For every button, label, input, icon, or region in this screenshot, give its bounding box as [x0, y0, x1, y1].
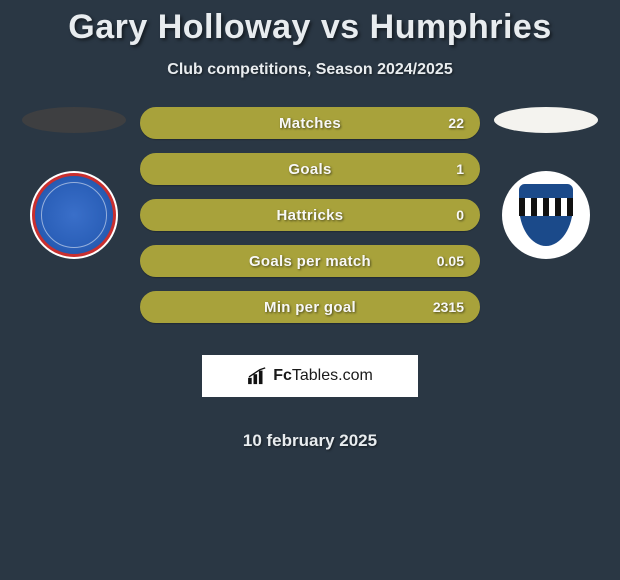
stat-value-right: 22: [448, 115, 464, 131]
bar-chart-icon: [247, 367, 269, 385]
stat-value-right: 0.05: [437, 253, 464, 269]
brand-bold: Fc: [273, 367, 292, 384]
stat-label: Hattricks: [277, 207, 344, 224]
page-title: Gary Holloway vs Humphries: [0, 8, 620, 47]
left-ellipse: [22, 107, 126, 133]
stat-row-min-per-goal: Min per goal 2315: [140, 291, 480, 323]
stat-label: Goals per match: [249, 253, 371, 270]
comparison-row: Matches 22 Goals 1 Hattricks 0 Goals per…: [0, 107, 620, 451]
stat-value-right: 2315: [433, 299, 464, 315]
stat-label: Min per goal: [264, 299, 356, 316]
eastleigh-crest-icon: [519, 184, 573, 246]
stat-value-right: 0: [456, 207, 464, 223]
stat-row-matches: Matches 22: [140, 107, 480, 139]
stat-row-goals: Goals 1: [140, 153, 480, 185]
subtitle: Club competitions, Season 2024/2025: [0, 61, 620, 79]
date-line: 10 february 2025: [243, 431, 377, 451]
brand-badge: FcTables.com: [202, 355, 418, 397]
left-team-crest: [30, 171, 118, 259]
brand-text: FcTables.com: [273, 367, 373, 385]
brand-rest: Tables.com: [292, 367, 373, 384]
left-player-col: [14, 107, 134, 259]
aldershot-crest-icon: [32, 173, 116, 257]
stat-row-goals-per-match: Goals per match 0.05: [140, 245, 480, 277]
stat-label: Matches: [279, 115, 341, 132]
right-player-col: [486, 107, 606, 259]
right-ellipse: [494, 107, 598, 133]
stats-column: Matches 22 Goals 1 Hattricks 0 Goals per…: [134, 107, 486, 451]
right-team-crest: [502, 171, 590, 259]
stat-value-right: 1: [456, 161, 464, 177]
stat-label: Goals: [288, 161, 331, 178]
stat-row-hattricks: Hattricks 0: [140, 199, 480, 231]
